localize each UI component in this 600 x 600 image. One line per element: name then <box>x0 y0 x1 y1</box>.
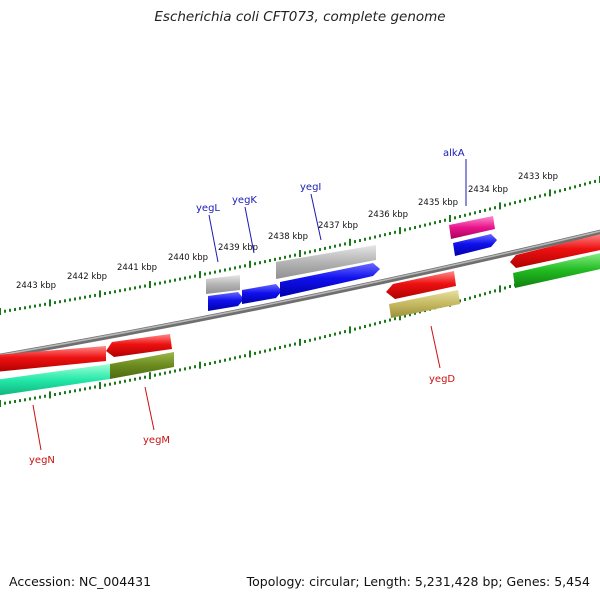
gene-label-yegN: yegN <box>29 455 55 466</box>
gene-label-alkA: alkA <box>443 148 465 159</box>
gene-label-yegI: yegI <box>300 182 321 193</box>
gene-block <box>110 352 174 379</box>
ruler-label: 2436 kbp <box>368 210 408 220</box>
ruler-label: 2439 kbp <box>218 243 258 253</box>
ruler-outer-ticks <box>0 176 600 315</box>
gene-arrow <box>0 346 106 372</box>
ruler-label: 2435 kbp <box>418 198 458 208</box>
topology-summary-text: Topology: circular; Length: 5,231,428 bp… <box>246 574 590 589</box>
gene-block <box>276 245 376 279</box>
gene-label-yegD: yegD <box>429 374 455 385</box>
gene-block <box>389 290 460 318</box>
genome-title: Escherichia coli CFT073, complete genome <box>154 9 446 25</box>
ruler-label: 2438 kbp <box>268 232 308 242</box>
accession-text: Accession: NC_004431 <box>9 574 152 589</box>
forward-strand-genes <box>206 216 600 311</box>
gene-arrow <box>386 271 456 299</box>
ruler-label: 2440 kbp <box>168 253 208 263</box>
gene-arrow <box>510 234 600 268</box>
gene-label-yegM: yegM <box>143 435 170 446</box>
ruler-label: 2434 kbp <box>468 185 508 195</box>
gene-label-lines <box>32 159 467 451</box>
gene-arrow <box>106 334 172 357</box>
ruler-label: 2437 kbp <box>318 221 358 231</box>
gene-label-yegL: yegL <box>196 203 220 214</box>
gene-block <box>513 253 600 288</box>
ruler-label: 2441 kbp <box>117 263 157 273</box>
gene-label-yegK: yegK <box>232 195 257 206</box>
gene-arrow <box>453 234 497 256</box>
reverse-strand-genes <box>0 253 600 396</box>
ruler-label: 2442 kbp <box>67 272 107 282</box>
genome-backbone-highlight <box>0 230 600 356</box>
gene-labels: alkA yegI yegK yegL yegD yegM yegN <box>29 148 465 466</box>
ruler-label: 2443 kbp <box>16 281 56 291</box>
gene-arrow <box>242 284 282 304</box>
ruler-labels: 2433 kbp 2434 kbp 2435 kbp 2436 kbp 2437… <box>16 172 558 291</box>
gene-arrow <box>208 292 244 311</box>
gene-block <box>449 216 495 239</box>
gene-block <box>206 275 240 294</box>
ruler-label: 2433 kbp <box>518 172 558 182</box>
gene-block <box>0 364 110 396</box>
genome-backbone <box>0 229 600 359</box>
gene-arrow <box>280 263 380 297</box>
